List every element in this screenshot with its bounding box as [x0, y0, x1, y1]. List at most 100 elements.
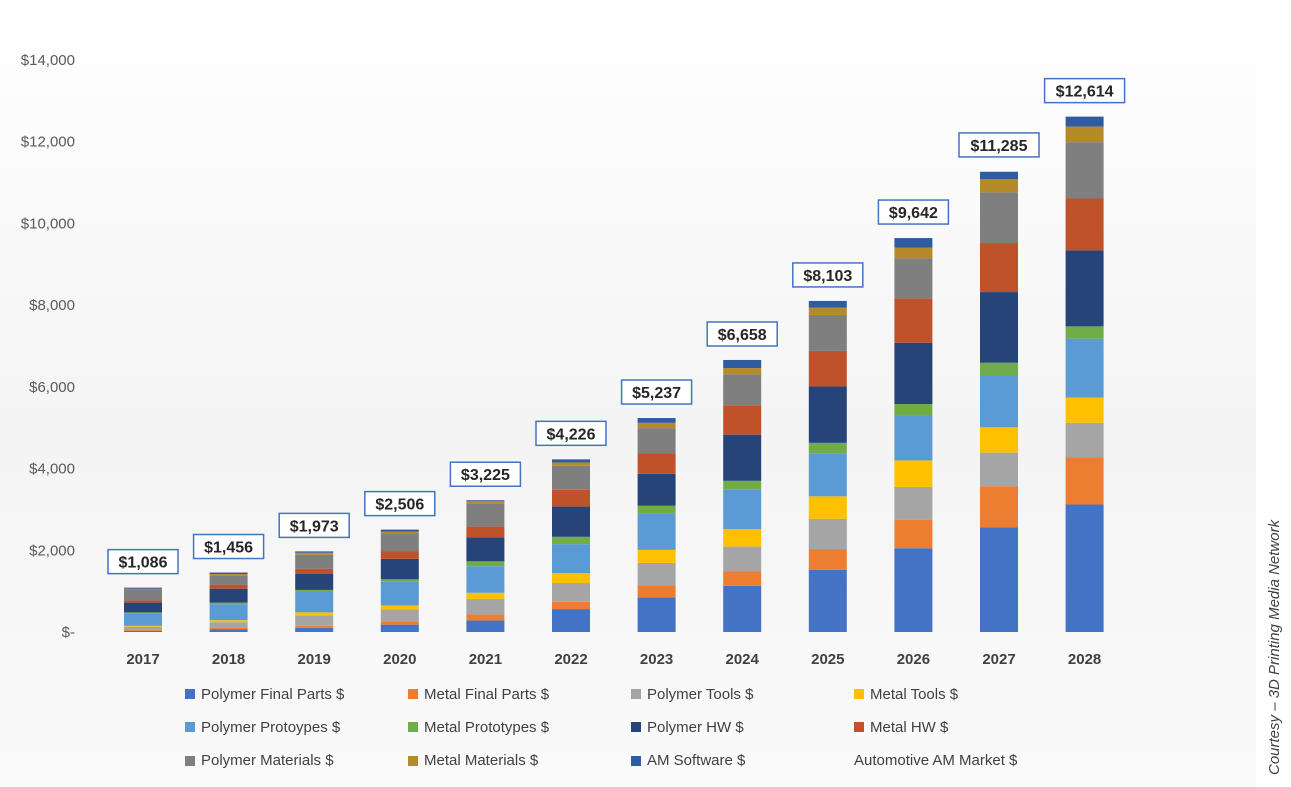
bar-segment — [552, 506, 590, 537]
total-data-label: $9,642 — [889, 205, 938, 222]
bar-segment — [1065, 397, 1104, 423]
total-label-box — [620, 379, 693, 405]
bar-segment — [637, 422, 676, 429]
legend-item: Metal Final Parts $ — [408, 683, 631, 705]
bar-segment — [380, 551, 419, 559]
bar-segment — [980, 375, 1018, 428]
total-label-box — [364, 490, 436, 517]
bar-segment — [124, 600, 162, 603]
bar-segment — [723, 529, 762, 547]
bar-segment — [980, 527, 1018, 632]
bar-segment — [808, 307, 847, 315]
bar-segment — [209, 584, 248, 589]
x-tick-label: 2020 — [383, 651, 416, 668]
bar-segment — [209, 573, 248, 576]
bar-segment — [380, 605, 419, 610]
x-tick-label: 2022 — [554, 651, 587, 668]
legend-item: Polymer Protoypes $ — [185, 716, 408, 738]
y-tick-label: $6,000 — [29, 379, 75, 396]
bar-segment — [124, 612, 162, 614]
bar-segment — [808, 518, 847, 550]
total-label-box — [706, 321, 778, 347]
bar-segment — [466, 566, 505, 593]
bar-segment — [552, 465, 590, 490]
total-label-box — [958, 132, 1040, 158]
bar-segment — [295, 573, 334, 590]
x-tick-label: 2019 — [298, 651, 331, 668]
total-label-box — [449, 461, 522, 487]
x-tick-label: 2026 — [897, 651, 930, 668]
bar-segment — [380, 609, 419, 622]
legend-item: Metal Prototypes $ — [408, 716, 631, 738]
bar-segment — [209, 588, 248, 603]
bar-segment — [894, 548, 933, 632]
bar-segment — [124, 613, 162, 626]
y-tick-label: $- — [62, 624, 75, 641]
bar-segment — [1065, 198, 1104, 251]
bar-segment — [894, 298, 933, 343]
bar-segment — [295, 625, 334, 628]
x-tick-label: 2024 — [726, 651, 760, 668]
legend-swatch — [854, 689, 864, 699]
total-data-label: $5,237 — [632, 385, 681, 402]
bar-segment — [723, 434, 762, 481]
legend-label: Metal HW $ — [870, 718, 949, 736]
bar-segment — [980, 243, 1018, 293]
bar-segment — [808, 442, 847, 454]
x-tick-label: 2018 — [212, 651, 245, 668]
bar-segment — [894, 486, 933, 520]
bar-segment — [466, 503, 505, 527]
bar-segment — [723, 359, 762, 369]
bar-segment — [552, 536, 590, 545]
legend-label: Polymer Final Parts $ — [201, 685, 345, 703]
bar-segment — [980, 452, 1018, 487]
bar-segment — [723, 571, 762, 586]
bar-segment — [808, 350, 847, 387]
bar-segment — [209, 604, 248, 621]
x-tick-label: 2025 — [811, 651, 844, 668]
total-label-box — [278, 512, 350, 539]
bar-segment — [637, 453, 676, 474]
bar-segment — [808, 549, 847, 570]
bar-segment — [894, 460, 933, 487]
bar-segment — [295, 612, 334, 616]
bar-segment — [124, 589, 162, 601]
legend-label: Metal Tools $ — [870, 685, 959, 703]
bar-segment — [209, 575, 248, 585]
legend-swatch — [185, 755, 195, 766]
total-data-label: $11,285 — [971, 138, 1028, 155]
legend-label: Metal Final Parts $ — [424, 685, 550, 703]
bar-segment — [637, 473, 676, 506]
bar-segment — [295, 552, 334, 555]
total-data-label: $4,226 — [547, 426, 596, 443]
bar-segment — [637, 418, 676, 423]
bar-segment — [466, 537, 505, 562]
bar-segment — [466, 620, 505, 632]
bar-segment — [894, 342, 933, 405]
bar-segment — [466, 526, 505, 538]
legend-swatch — [185, 689, 195, 699]
bar-segment — [124, 588, 162, 590]
x-tick-label: 2017 — [126, 651, 159, 668]
legend-item: Polymer Final Parts $ — [185, 683, 408, 705]
bar-segment — [1065, 422, 1104, 458]
legend-swatch — [408, 755, 418, 766]
bar-segment — [380, 579, 419, 582]
bar-segment — [723, 480, 762, 490]
bar-segment — [808, 300, 847, 308]
bar-segment — [637, 505, 676, 514]
bar-segment — [1065, 116, 1104, 127]
bar-segment — [723, 585, 762, 632]
y-tick-label: $14,000 — [21, 52, 75, 69]
total-label-box — [535, 420, 607, 447]
bar-segment — [723, 489, 762, 530]
legend-swatch — [631, 722, 641, 733]
total-data-label: $12,614 — [1056, 84, 1114, 101]
bar-segment — [295, 554, 334, 569]
bar-segment — [980, 486, 1018, 528]
legend-item: Polymer Tools $ — [631, 683, 854, 705]
bar-segment — [1065, 326, 1104, 339]
y-tick-label: $8,000 — [29, 297, 75, 314]
bar-segment — [1065, 126, 1104, 143]
legend-item: Metal HW $ — [854, 716, 1114, 738]
